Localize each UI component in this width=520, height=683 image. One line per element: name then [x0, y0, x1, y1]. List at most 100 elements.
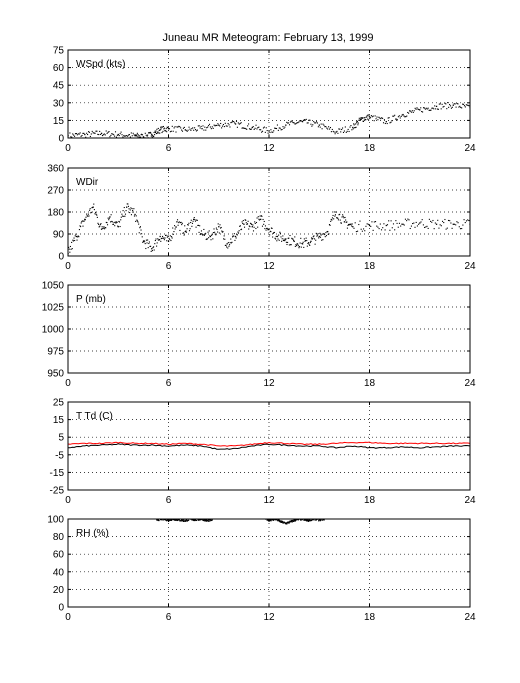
data-point	[335, 131, 337, 133]
data-point	[113, 134, 115, 136]
data-point	[304, 119, 306, 121]
data-point	[127, 205, 130, 207]
data-point	[159, 132, 161, 134]
data-point	[108, 131, 110, 133]
y-tick-label: 1025	[42, 303, 65, 314]
data-point	[362, 117, 364, 119]
data-point	[178, 222, 180, 224]
data-point	[130, 207, 132, 209]
data-point	[147, 247, 149, 249]
data-point	[211, 519, 213, 521]
data-point	[71, 248, 73, 250]
data-point	[103, 133, 105, 135]
data-point	[276, 240, 278, 242]
data-point	[98, 223, 100, 225]
data-point	[133, 215, 136, 217]
data-point	[198, 125, 200, 127]
data-point	[282, 239, 284, 242]
data-point	[272, 236, 274, 238]
data-point	[75, 233, 77, 235]
x-tick-label: 18	[364, 143, 376, 154]
data-point	[391, 227, 393, 229]
data-point	[205, 519, 208, 521]
data-point	[105, 130, 107, 132]
data-point	[438, 103, 440, 105]
data-point	[343, 221, 346, 223]
data-point	[322, 239, 324, 241]
data-point	[293, 520, 295, 522]
data-point	[279, 231, 281, 233]
data-point	[192, 127, 194, 129]
data-point	[265, 229, 267, 231]
data-point	[297, 245, 299, 247]
data-point	[328, 128, 331, 130]
data-point	[86, 132, 88, 134]
data-point	[283, 522, 285, 524]
data-point	[262, 127, 265, 129]
data-layer	[68, 101, 470, 138]
data-point	[69, 251, 71, 253]
data-point	[247, 125, 249, 127]
panel-label: WDir	[76, 177, 99, 188]
data-point	[251, 226, 253, 228]
data-point	[129, 136, 131, 138]
data-point	[236, 126, 238, 128]
data-point	[322, 519, 324, 521]
data-point	[311, 125, 313, 127]
data-point	[422, 224, 424, 226]
data-point	[155, 132, 158, 135]
data-point	[367, 223, 369, 225]
data-point	[361, 230, 363, 232]
data-point	[234, 123, 237, 125]
data-point	[203, 228, 205, 231]
data-point	[354, 127, 356, 129]
data-point	[386, 122, 388, 125]
data-point	[233, 233, 235, 235]
data-point	[458, 226, 460, 228]
data-point	[287, 241, 289, 243]
data-point	[278, 519, 280, 521]
data-point	[331, 128, 333, 131]
data-point	[359, 220, 361, 222]
data-point	[188, 126, 190, 128]
data-point	[424, 108, 426, 110]
data-point	[95, 130, 97, 132]
data-point	[200, 233, 202, 235]
data-point	[325, 235, 328, 237]
data-point	[216, 124, 218, 127]
data-point	[373, 120, 375, 122]
data-point	[355, 126, 357, 128]
data-point	[234, 239, 236, 241]
data-point	[70, 136, 72, 138]
data-point	[295, 520, 297, 522]
data-point	[117, 226, 119, 228]
data-point	[396, 119, 399, 121]
data-point	[168, 237, 170, 239]
data-point	[157, 239, 159, 241]
data-point	[79, 132, 81, 134]
x-tick-label: 24	[464, 612, 476, 623]
data-point	[226, 125, 228, 127]
data-point	[128, 134, 131, 136]
data-point	[118, 220, 120, 222]
data-point	[132, 209, 134, 212]
data-point	[76, 239, 78, 241]
data-point	[172, 130, 174, 132]
data-point	[276, 235, 279, 238]
data-point	[318, 237, 320, 239]
data-point	[216, 228, 218, 231]
data-point	[136, 132, 138, 134]
y-tick-label: -15	[50, 468, 65, 479]
data-point	[398, 115, 400, 117]
data-point	[118, 135, 120, 137]
data-point	[439, 103, 441, 105]
data-point	[215, 234, 217, 236]
data-point	[425, 107, 427, 109]
data-point	[304, 240, 306, 242]
data-point	[259, 215, 261, 217]
data-point	[319, 232, 321, 234]
data-point	[315, 232, 317, 234]
data-point	[276, 124, 278, 126]
data-point	[422, 107, 425, 109]
data-point	[184, 129, 186, 131]
